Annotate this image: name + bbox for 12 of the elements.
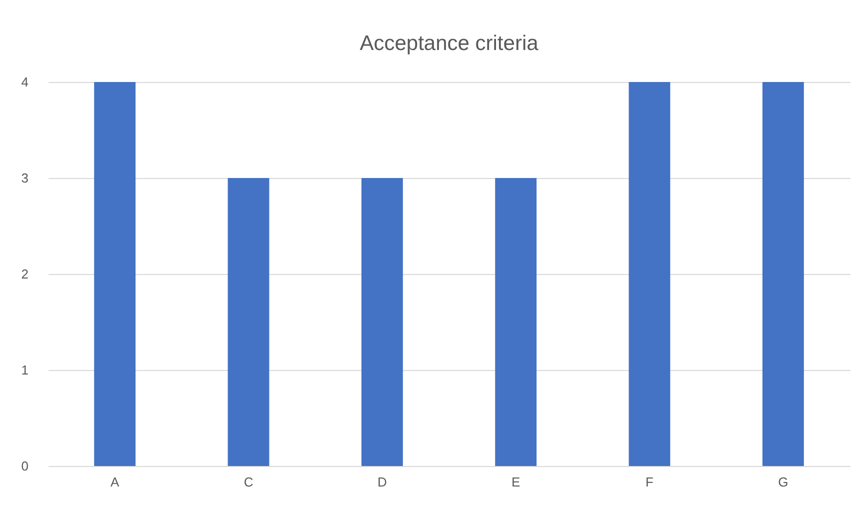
y-tick-label: 0	[21, 458, 28, 474]
y-tick-label: 1	[21, 362, 28, 378]
x-tick-label: A	[110, 474, 120, 490]
y-tick-label: 4	[21, 74, 28, 90]
x-tick-label: C	[244, 474, 254, 490]
x-tick-label: G	[778, 474, 788, 490]
y-tick-label: 3	[21, 170, 28, 186]
x-tick-label: F	[646, 474, 654, 490]
y-tick-label: 2	[21, 266, 28, 282]
x-tick-label: D	[377, 474, 387, 490]
x-tick-label: E	[511, 474, 520, 490]
chart-title: Acceptance criteria	[360, 32, 539, 55]
